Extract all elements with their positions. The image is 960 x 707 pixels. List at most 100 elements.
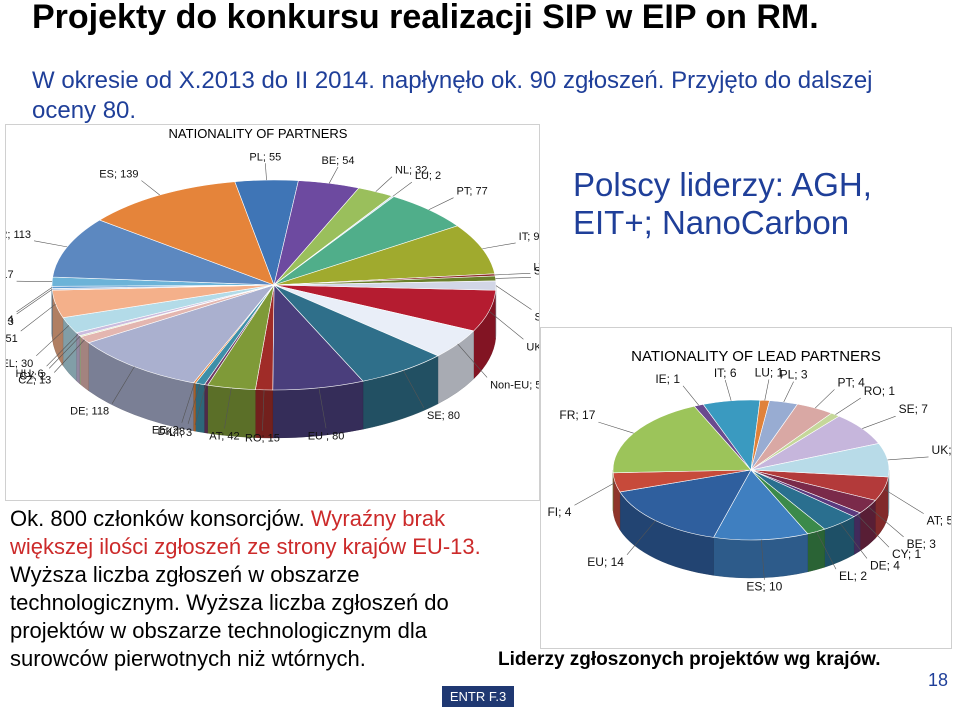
chart-title: NATIONALITY OF LEAD PARTNERS [631,348,881,365]
observations-highlight: Wyraźny brak większej ilości zgłoszeń ze… [10,506,481,559]
label-leader-line [839,523,868,559]
slice-label-uk: UK; 77 [526,341,539,353]
page-number: 18 [928,670,949,690]
slice-label-fi: FI; 4 [547,505,571,519]
label-leader-line [194,384,207,426]
label-leader-line [54,339,85,373]
label-leader-line [598,421,634,434]
label-leader-line [862,415,896,429]
slice-label-se: SE; 7 [899,402,929,416]
slice-label-cy: CY; 1 [892,547,922,561]
pie-sides [51,284,497,439]
slice-label-el: EL; 2 [839,569,867,583]
slice-sk [273,280,497,291]
polish-leaders-text: Polscy liderzy: AGH, EIT+; NanoCarbon [573,166,872,241]
slice-label-se: SE; 80 [427,410,460,422]
slice-label-lt: LT; 3 [169,427,192,439]
slice-label-at: AT; 5 [927,514,951,528]
pie-labels: AT; 5 BE; 3CY; 1DE; 4EL; 2 ES; 10 EU; 14 FI;… [547,365,951,593]
slice-label-eu: EU ; 80 [308,430,345,442]
slice-label-ro: RO; 15 [245,433,280,445]
slice-side-hu [76,332,80,385]
label-leader-line [764,379,770,401]
label-leader-line [887,456,929,461]
lead-partners-caption: Liderzy zgłoszonych projektów wg krajów. [498,649,881,670]
slice-label-pt: PT; 4 [837,375,865,389]
slice-uk [750,443,890,478]
partners-pie-svg: NATIONALITY OF PARTNERS UK; 77 Non-EU; 55 S… [6,126,539,445]
label-leader-line [883,488,924,514]
slice-label-ee: EE; 2 [152,425,179,437]
lead-partners-pie-svg: NATIONALITY OF LEAD PARTNERS AT; 5 BE; 3CY… [547,348,951,594]
label-leader-line [392,181,413,197]
slide-title: Projekty do konkursu realizacji SIP w EI… [32,0,819,36]
observations-rest: Wyższa liczba zgłoszeń w obszarze techno… [10,562,449,671]
slice-label-be: BE; 54 [322,155,355,167]
label-leader-line [724,379,732,401]
slice-side-es [713,533,808,579]
label-leader-line [760,539,765,580]
slice-label-fi: FI; 51 [6,333,18,345]
label-leader-line [224,387,232,429]
label-leader-line [318,387,327,429]
label-leader-line [403,370,425,409]
pie-sides [612,469,890,579]
label-leader-line [46,334,79,367]
slice-label-fr: FR; 113 [6,229,31,241]
label-leader-line [16,280,53,282]
slice-label-pt: PT; 77 [457,186,488,198]
slice-label-ro: RO; 1 [864,384,896,398]
label-leader-line [868,506,904,538]
slice-es [98,181,275,286]
label-leader-line [33,240,68,248]
slice-label-es: ES; 10 [746,580,782,594]
label-leader-line [141,180,160,196]
slice-label-fr: FR; 17 [559,408,595,422]
slice-label-it: IT; 6 [714,366,737,380]
label-leader-line [816,531,837,570]
slice-label-lv: LV; 4 [533,261,539,273]
label-leader-line [16,287,53,313]
slice-side-el [807,528,825,573]
slice-label-es: ES; 139 [99,169,138,181]
slice-label-cz: CZ; 13 [18,375,51,387]
label-leader-line [495,277,532,279]
label-leader-line [111,366,135,404]
label-leader-line [36,325,70,357]
slice-label-si: SI; 9 [534,265,539,277]
chart-title: NATIONALITY OF PARTNERS [169,126,348,141]
pie-slices [51,179,497,391]
slice-label-nl: NL; 32 [395,165,427,177]
label-leader-line [262,389,265,431]
label-leader-line [375,176,393,192]
observations-intro: Ok. 800 członków konsorcjów. [10,506,311,531]
slice-fr [52,219,275,286]
slice-label-ie: IE; 17 [6,269,14,281]
slice-label-pl: PL; 55 [249,151,281,163]
label-leader-line [835,397,861,415]
slice-label-sk: SK; 17 [535,312,539,324]
label-leader-line [783,381,794,403]
slice-side-cz [80,336,89,392]
slice-label-non-eu: Non-EU; 55 [490,379,539,391]
slice-label-hr: HR; 4 [6,314,14,326]
slice-de [87,284,275,384]
label-leader-line [815,389,835,409]
slice-label-at: AT; 42 [209,431,239,443]
label-leader-line [16,289,53,315]
label-leader-line [495,285,532,310]
label-leader-line [328,166,339,184]
label-leader-line [626,520,656,555]
slice-label-lu: LU; 1 [755,365,784,379]
slice-label-pl: PL; 3 [780,368,808,382]
slice-fr [612,405,752,474]
label-leader-line [265,163,267,181]
slice-it [273,225,496,286]
label-leader-line [48,335,81,369]
slice-label-lu: LU; 2 [415,170,441,182]
slice-label-dk: DK; 8 [158,426,186,438]
slice-label-eu: EU; 14 [587,555,624,569]
slice-label-cy: CY; 2 [19,370,46,382]
slice-label-hu: HU; 6 [15,368,43,380]
slice-label-ie: IE; 1 [655,372,680,386]
